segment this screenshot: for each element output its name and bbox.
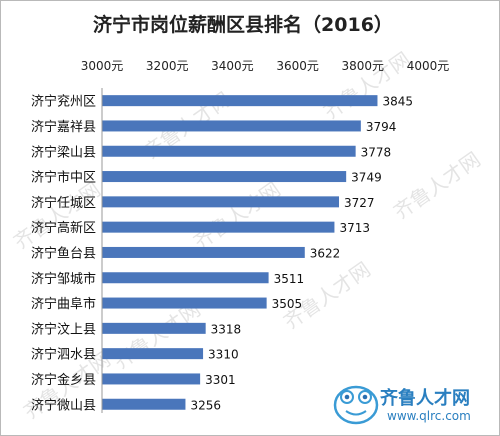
x-axis-ticks: 3000元 3200元 3400元 3600元 3800元 4000元 [81,59,450,73]
frog-icon [333,385,379,425]
bar [102,246,305,258]
x-tick-label: 3400元 [211,59,254,73]
category-label: 济宁兖州区 [31,94,96,110]
watermark-text: 齐鲁人才网 [109,297,205,374]
category-label: 济宁梁山县 [31,144,96,160]
bar [102,272,269,284]
category-label: 济宁鱼台县 [31,245,96,261]
value-label: 3778 [361,145,392,159]
value-label: 3310 [208,348,239,362]
value-label: 3318 [211,322,242,336]
category-label: 济宁邹城市 [31,271,96,287]
watermark-text: 齐鲁人才网 [9,177,105,254]
chart-title: 济宁市岗位薪酬区县排名（2016） [93,13,393,36]
category-label: 济宁微山县 [31,397,96,413]
value-label: 3511 [274,272,305,286]
site-logo: 齐鲁人才网 www.qlrc.com [333,385,471,425]
logo-name: 齐鲁人才网 [380,387,470,409]
value-labels: 3845 3794 3778 3749 3727 3713 3622 3511 3505 3318… [190,95,413,413]
category-label: 济宁市中区 [31,170,96,186]
watermark-text: 齐鲁人才网 [189,177,285,254]
value-label: 3794 [366,120,397,134]
x-tick-label: 3800元 [342,59,385,73]
value-label: 3749 [351,171,382,185]
category-label: 济宁汶上县 [31,321,96,337]
bar [102,120,361,132]
category-label: 济宁泗水县 [31,347,96,363]
bar [102,196,340,208]
category-labels: 济宁兖州区济宁嘉祥县济宁梁山县济宁市中区济宁任城区济宁高新区济宁鱼台县济宁邹城市… [31,94,96,414]
category-label: 济宁金乡县 [31,372,96,388]
x-tick-label: 4000元 [407,59,450,73]
logo-url: www.qlrc.com [387,409,471,423]
bar [102,95,378,107]
category-label: 济宁曲阜市 [31,296,96,312]
value-label: 3505 [272,297,303,311]
category-label: 济宁嘉祥县 [31,119,96,135]
bar [102,398,186,410]
bar [102,373,201,385]
watermark-text: 齐鲁人才网 [279,257,375,334]
bars-group [102,95,378,410]
value-label: 3301 [205,373,236,387]
x-tick-label: 3200元 [146,59,189,73]
bar [102,221,335,233]
x-tick-label: 3000元 [81,59,124,73]
category-label: 济宁任城区 [31,195,96,211]
value-label: 3727 [344,196,375,210]
watermark-text: 齐鲁人才网 [389,147,485,224]
x-tick-label: 3600元 [276,59,319,73]
value-label: 3622 [310,246,341,260]
category-label: 济宁高新区 [31,220,96,236]
value-label: 3256 [190,398,221,412]
bar [102,171,347,183]
bar [102,348,204,360]
bar [102,322,206,334]
bar [102,297,267,309]
value-label: 3845 [382,95,413,109]
value-label: 3713 [339,221,370,235]
bar [102,145,356,157]
